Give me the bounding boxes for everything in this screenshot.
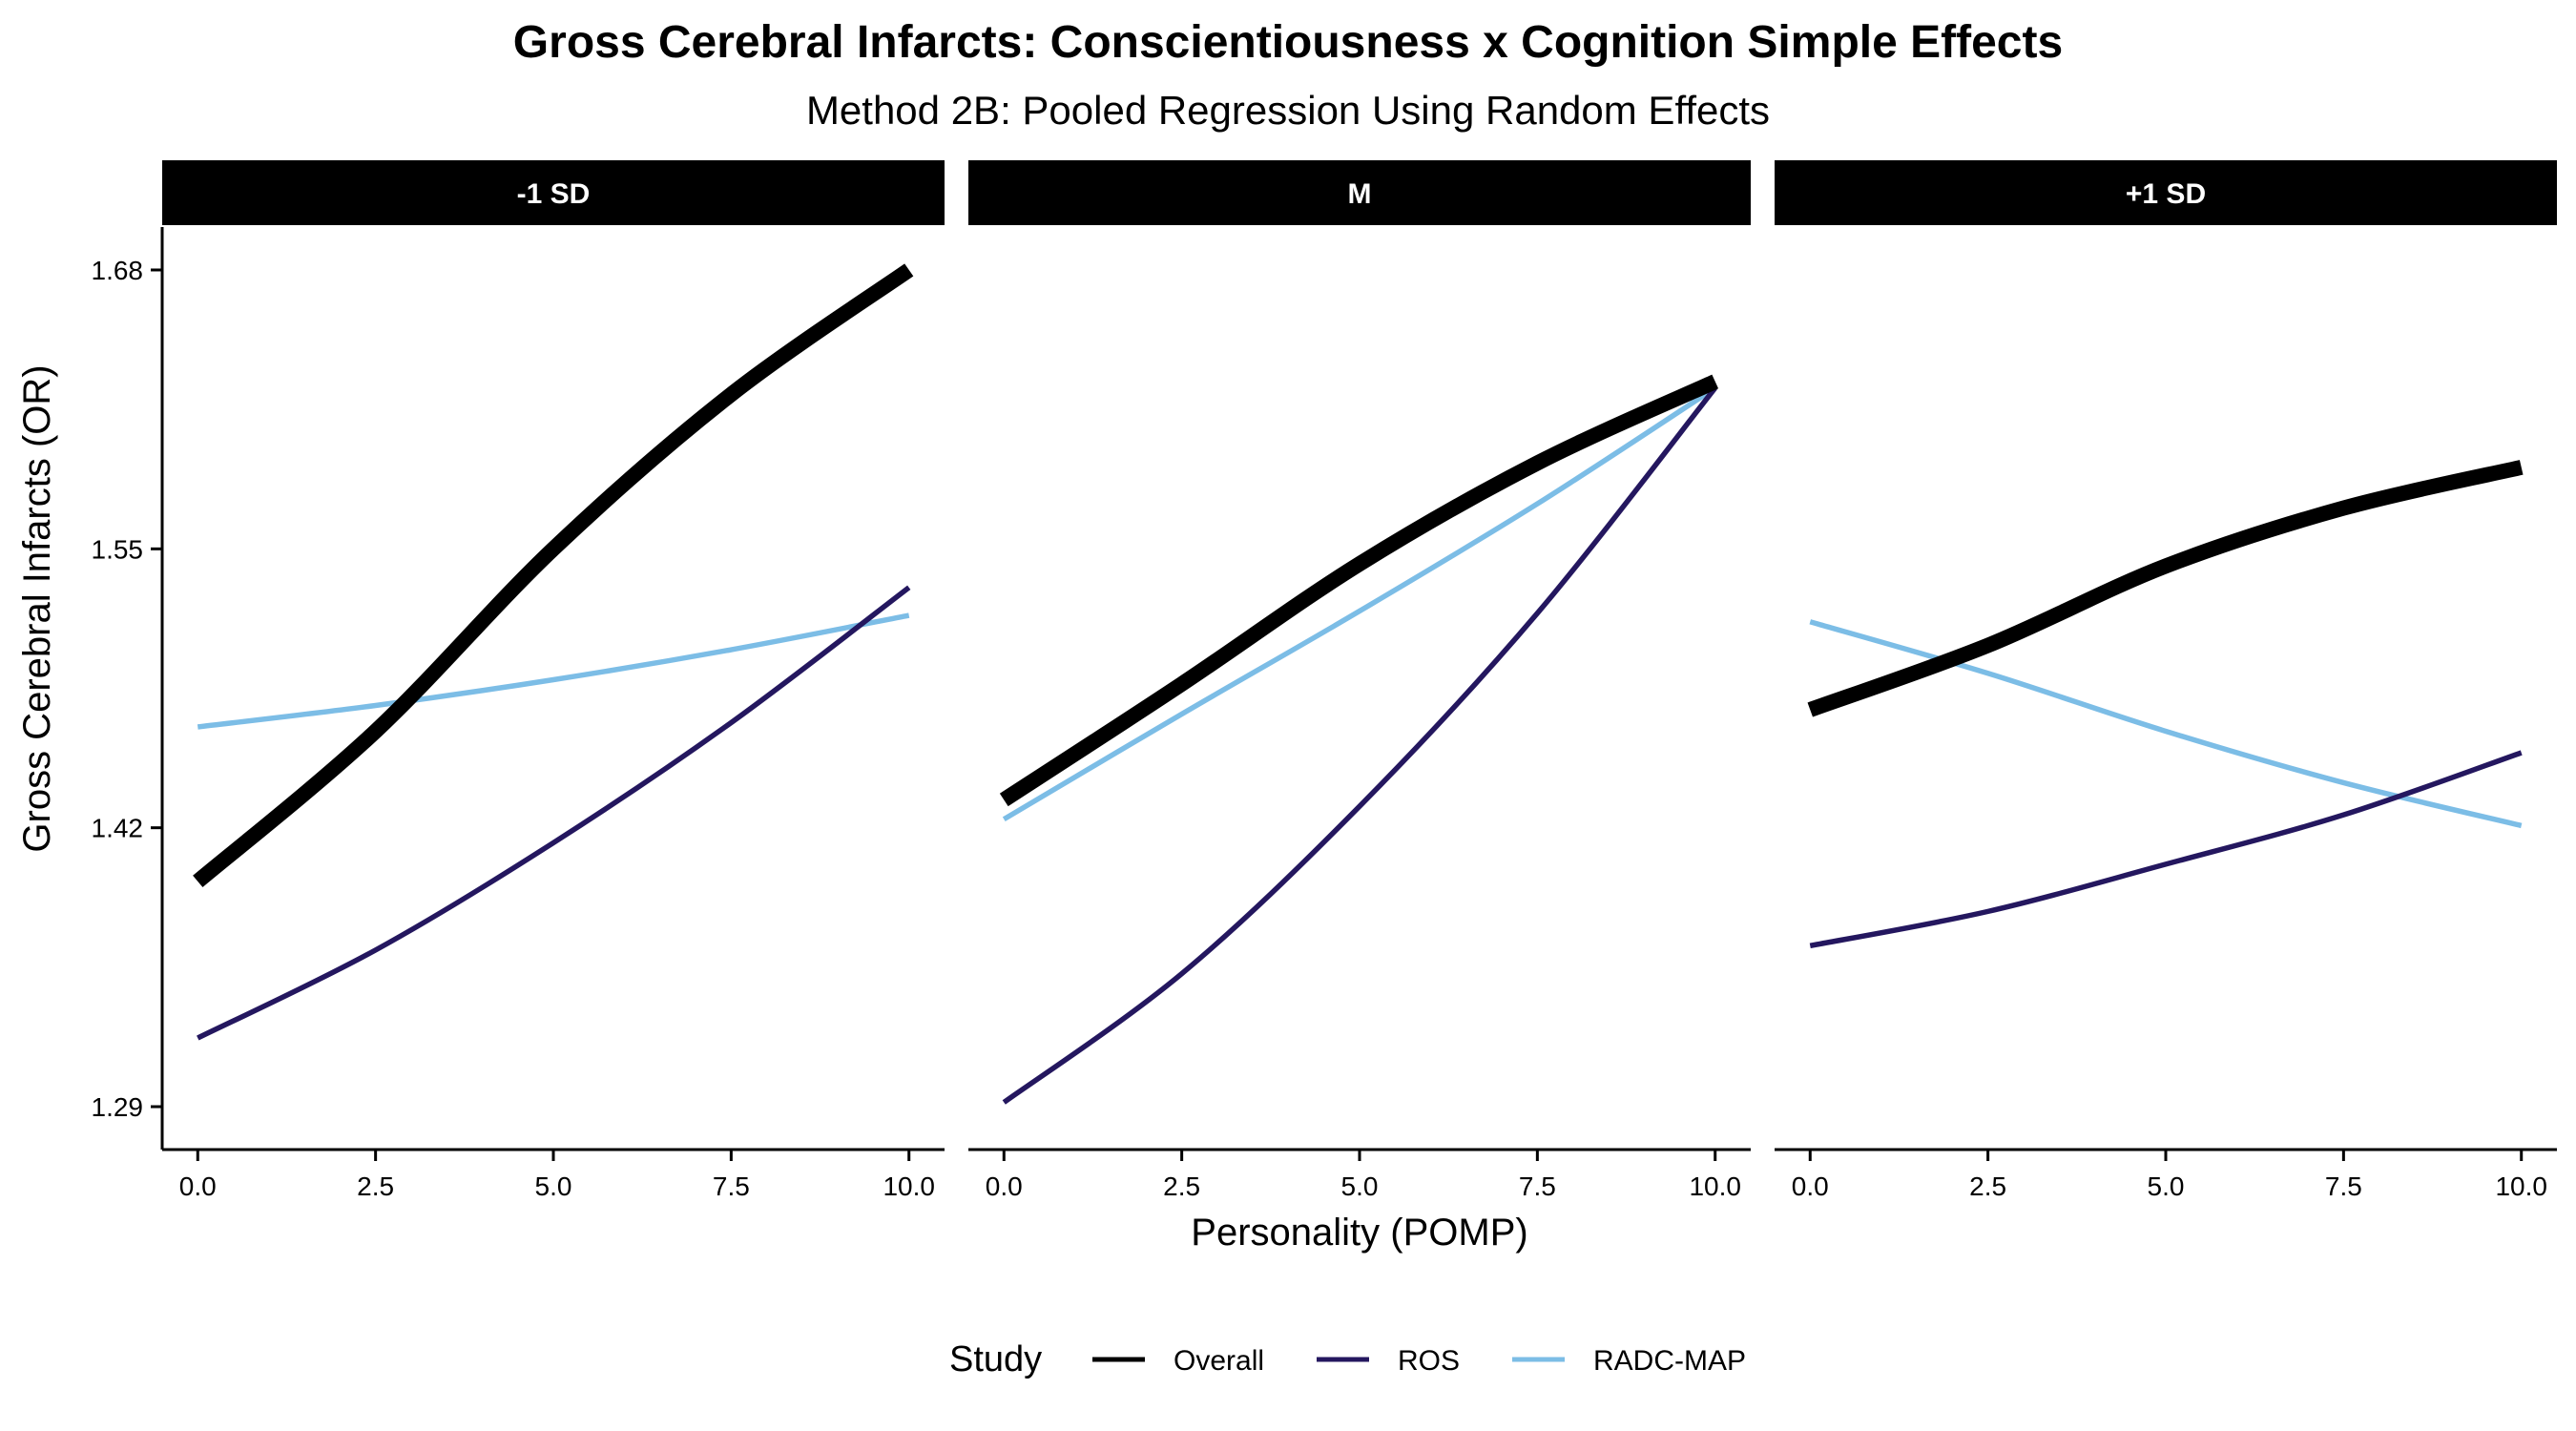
legend-label: Overall: [1174, 1345, 1264, 1377]
series-line-ros: [1002, 385, 1717, 1105]
facet-strip-label: M: [1348, 178, 1372, 210]
facet-panel: M 0.0 2.5 5.0 7.5 10.0: [968, 160, 1751, 1201]
x-tick-label: 5.0: [2148, 1172, 2185, 1201]
facet-panel: +1 SD 0.0 2.5 5.0 7.5 10.0: [1775, 160, 2557, 1201]
legend-title: Study: [949, 1339, 1042, 1379]
x-tick-label: 0.0: [179, 1172, 217, 1201]
x-tick-label: 7.5: [2325, 1172, 2362, 1201]
x-tick-label: 5.0: [535, 1172, 572, 1201]
x-tick-label: 10.0: [883, 1172, 935, 1201]
legend: Study Overall ROS RADC-MAP: [949, 1339, 1746, 1379]
facet-panels: -1 SD 1.29 1.42 1.55 1.68 0.0 2.5 5.0 7.5 10.0 M 0.…: [92, 160, 2557, 1201]
y-tick-label: 1.55: [92, 534, 144, 564]
x-tick-label: 7.5: [1519, 1172, 1556, 1201]
facet-strip: [968, 160, 1751, 225]
chart-subtitle: Method 2B: Pooled Regression Using Rando…: [806, 88, 1770, 133]
facet-strip: [1775, 160, 2557, 225]
chart-title: Gross Cerebral Infarcts: Conscientiousne…: [513, 17, 2063, 68]
x-tick-label: 10.0: [1689, 1172, 1741, 1201]
series-line-ros: [1809, 750, 2523, 949]
facet-panel: -1 SD 1.29 1.42 1.55 1.68 0.0 2.5 5.0 7.5 10.0: [92, 160, 945, 1201]
y-tick-label: 1.68: [92, 256, 144, 285]
x-tick-label: 0.0: [1792, 1172, 1829, 1201]
x-tick-label: 10.0: [2495, 1172, 2547, 1201]
facet-strip: [162, 160, 945, 225]
x-tick-label: 5.0: [1341, 1172, 1379, 1201]
facet-strip-label: +1 SD: [2126, 178, 2206, 210]
series-line-overall: [999, 374, 1719, 807]
series-line-overall: [193, 263, 914, 888]
series-line-overall: [1807, 460, 2524, 717]
y-axis-label: Gross Cerebral Infarcts (OR): [16, 364, 58, 852]
y-tick-label: 1.42: [92, 814, 144, 843]
x-axis-label: Personality (POMP): [1191, 1212, 1527, 1254]
x-tick-label: 2.5: [1163, 1172, 1200, 1201]
x-tick-label: 0.0: [986, 1172, 1023, 1201]
x-tick-label: 2.5: [357, 1172, 394, 1201]
x-tick-label: 7.5: [713, 1172, 750, 1201]
facet-strip-label: -1 SD: [517, 178, 591, 210]
x-tick-label: 2.5: [1969, 1172, 2006, 1201]
series-line-radc-map: [1809, 619, 2523, 829]
legend-label: ROS: [1398, 1345, 1460, 1377]
legend-label: RADC-MAP: [1593, 1345, 1746, 1377]
series-line-radc-map: [1002, 385, 1717, 822]
series-line-radc-map: [197, 612, 910, 730]
series-line-ros: [197, 585, 911, 1041]
y-tick-label: 1.29: [92, 1092, 144, 1122]
